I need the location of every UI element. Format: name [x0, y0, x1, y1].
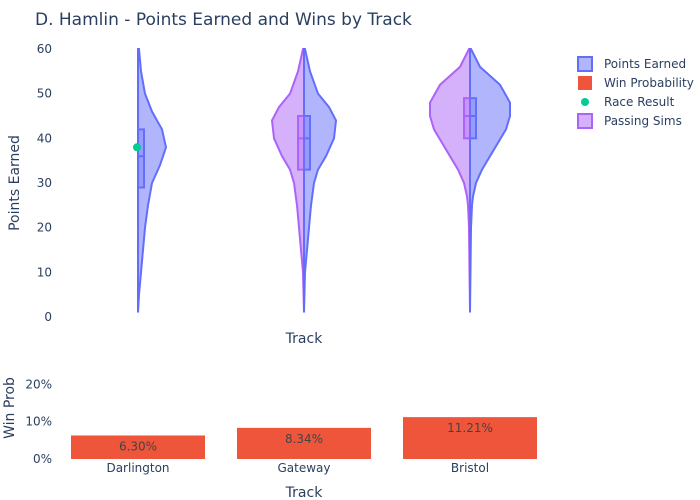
points-earned-box [137, 128, 145, 189]
bar-x-tick-label: Gateway [277, 461, 330, 475]
win-probability-label: 6.30% [119, 439, 157, 453]
bar-x-tick-label: Darlington [106, 461, 169, 475]
violin-y-tick-label: 50 [37, 87, 52, 101]
passing-sims-box [463, 97, 471, 140]
bar-y-tick-label: 10% [25, 415, 52, 429]
violin-y-tick-label: 20 [37, 221, 52, 235]
violin-x-axis-title: Track [285, 331, 324, 347]
legend-symbol [578, 76, 592, 90]
legend-symbol [577, 113, 593, 129]
violin-y-tick-label: 60 [37, 42, 52, 56]
bar-y-tick-label: 0% [33, 452, 52, 466]
win-probability-label: 8.34% [285, 432, 323, 446]
legend[interactable]: Points Earned Win Probability Race Result P… [577, 56, 694, 129]
legend-item[interactable]: Win Probability [578, 76, 694, 90]
legend-item[interactable]: Points Earned [577, 56, 686, 72]
legend-symbol [581, 98, 589, 106]
win-probability-bar [237, 427, 371, 459]
points-earned-violin [137, 48, 168, 313]
violin-y-tick-label: 0 [44, 310, 52, 324]
win-probability-label: 11.21% [447, 421, 493, 435]
points-earned-violin [303, 48, 338, 313]
violin-y-tick-label: 40 [37, 131, 52, 145]
passing-sims-box [297, 115, 305, 171]
legend-label: Win Probability [604, 76, 694, 90]
legend-item[interactable]: Race Result [581, 95, 675, 109]
bar-y-axis-title: Win Prob [2, 377, 18, 439]
violin-plot: 0 10 20 30 40 50 60 [37, 42, 511, 324]
legend-label: Race Result [604, 95, 675, 109]
violin-y-tick-label: 30 [37, 176, 52, 190]
bar-x-tick-label: Bristol [451, 461, 489, 475]
race-result-point [133, 143, 141, 152]
win-probability-bar [403, 417, 537, 459]
passing-sims-violin [270, 48, 305, 313]
violin-y-axis-title: Points Earned [7, 135, 23, 231]
points-earned-violin [469, 48, 511, 313]
win-probability-bar-plot: 0% 10% 20% 6.30% Darlington 8.34% Gateway 11.21… [25, 377, 537, 475]
passing-sims-violin [429, 48, 471, 313]
chart-title: D. Hamlin - Points Earned and Wins by Tr… [35, 10, 412, 30]
legend-label: Points Earned [604, 57, 686, 71]
bar-x-axis-title: Track [285, 485, 324, 500]
legend-label: Passing Sims [604, 114, 682, 128]
win-probability-bar [71, 435, 205, 459]
violin-y-tick-label: 10 [37, 265, 52, 279]
legend-symbol [577, 56, 593, 72]
legend-item[interactable]: Passing Sims [577, 113, 682, 129]
bar-y-tick-label: 20% [25, 377, 52, 391]
